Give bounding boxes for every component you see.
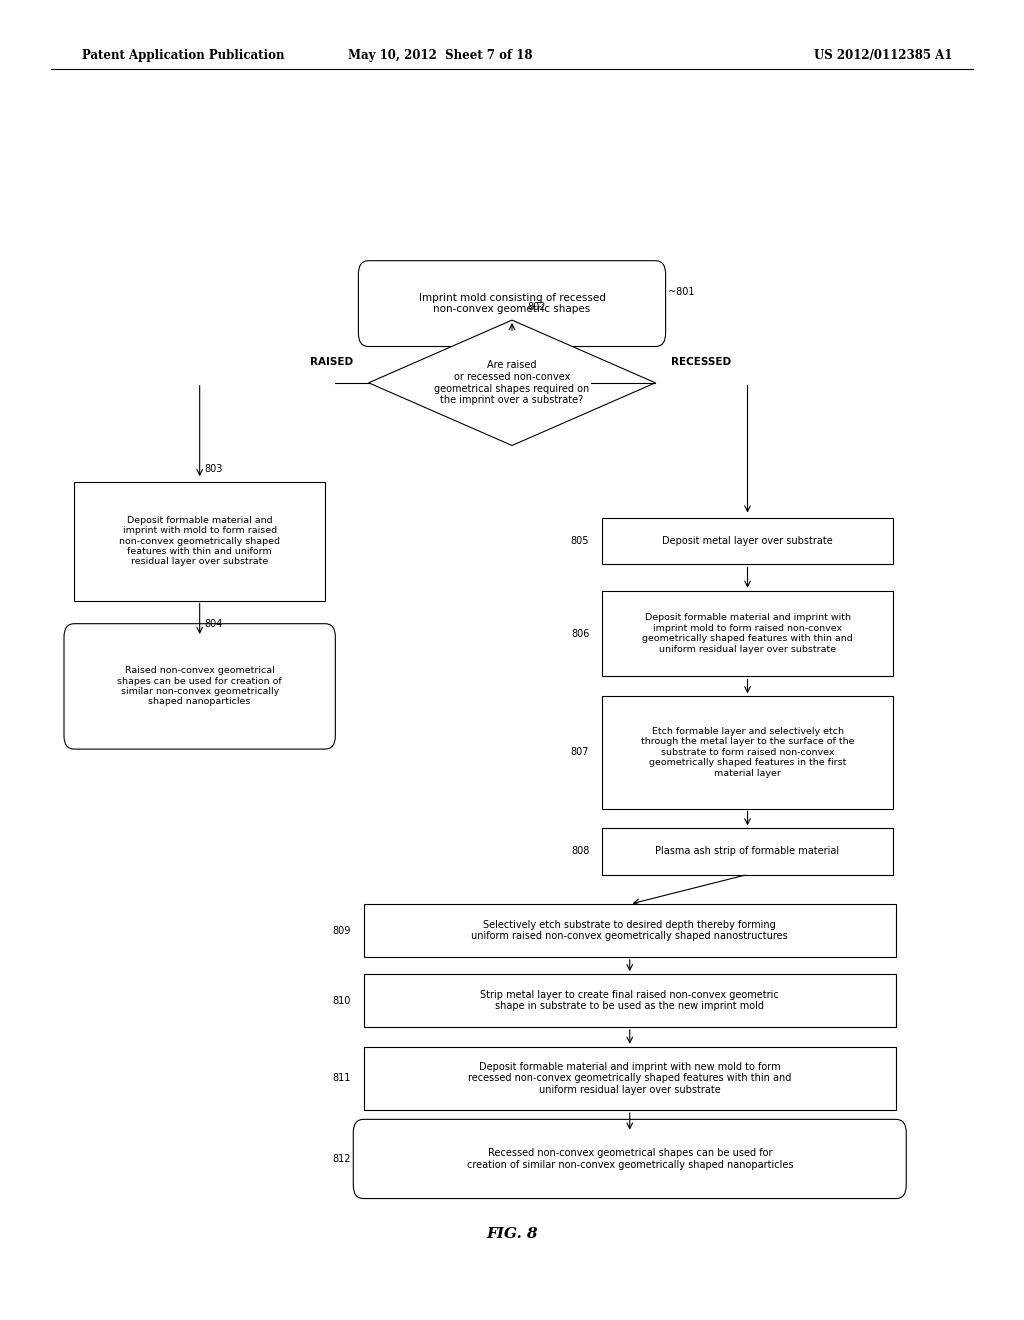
Bar [364,1047,896,1110]
Text: 811: 811 [333,1073,351,1084]
Text: 806: 806 [571,628,590,639]
Bar [364,904,896,957]
Text: RECESSED: RECESSED [671,356,731,367]
Bar [75,482,326,601]
Text: 805: 805 [570,536,590,546]
Text: May 10, 2012  Sheet 7 of 18: May 10, 2012 Sheet 7 of 18 [348,49,532,62]
Text: 804: 804 [205,619,223,630]
Text: 802: 802 [527,302,546,313]
Text: 810: 810 [333,995,351,1006]
Text: Etch formable layer and selectively etch
through the metal layer to the surface : Etch formable layer and selectively etch… [641,727,854,777]
Text: Are raised
or recessed non-convex
geometrical shapes required on
the imprint ove: Are raised or recessed non-convex geomet… [434,360,590,405]
Bar [602,697,893,808]
Text: Deposit formable material and imprint with
imprint mold to form raised non-conve: Deposit formable material and imprint wi… [642,614,853,653]
FancyBboxPatch shape [358,261,666,346]
Polygon shape [369,321,655,446]
Text: Selectively etch substrate to desired depth thereby forming
uniform raised non-c: Selectively etch substrate to desired de… [471,920,788,941]
Text: 808: 808 [571,846,590,857]
Text: Patent Application Publication: Patent Application Publication [82,49,285,62]
Text: RAISED: RAISED [310,356,353,367]
Text: Deposit formable material and
imprint with mold to form raised
non-convex geomet: Deposit formable material and imprint wi… [119,516,281,566]
Text: Recessed non-convex geometrical shapes can be used for
creation of similar non-c: Recessed non-convex geometrical shapes c… [467,1148,793,1170]
Text: Strip metal layer to create final raised non-convex geometric
shape in substrate: Strip metal layer to create final raised… [480,990,779,1011]
Text: Deposit metal layer over substrate: Deposit metal layer over substrate [663,536,833,546]
Bar [602,517,893,565]
Text: 809: 809 [333,925,351,936]
Text: 807: 807 [570,747,590,758]
Text: ~801: ~801 [668,286,694,297]
FancyBboxPatch shape [65,624,336,750]
Text: US 2012/0112385 A1: US 2012/0112385 A1 [814,49,952,62]
FancyBboxPatch shape [353,1119,906,1199]
Text: 803: 803 [205,463,223,474]
Text: Deposit formable material and imprint with new mold to form
recessed non-convex : Deposit formable material and imprint wi… [468,1061,792,1096]
Bar [602,590,893,676]
Text: 812: 812 [333,1154,351,1164]
Bar [602,829,893,875]
Text: FIG. 8: FIG. 8 [486,1228,538,1241]
Text: Plasma ash strip of formable material: Plasma ash strip of formable material [655,846,840,857]
Bar [364,974,896,1027]
Text: Raised non-convex geometrical
shapes can be used for creation of
similar non-con: Raised non-convex geometrical shapes can… [118,667,282,706]
Text: Imprint mold consisting of recessed
non-convex geometric shapes: Imprint mold consisting of recessed non-… [419,293,605,314]
